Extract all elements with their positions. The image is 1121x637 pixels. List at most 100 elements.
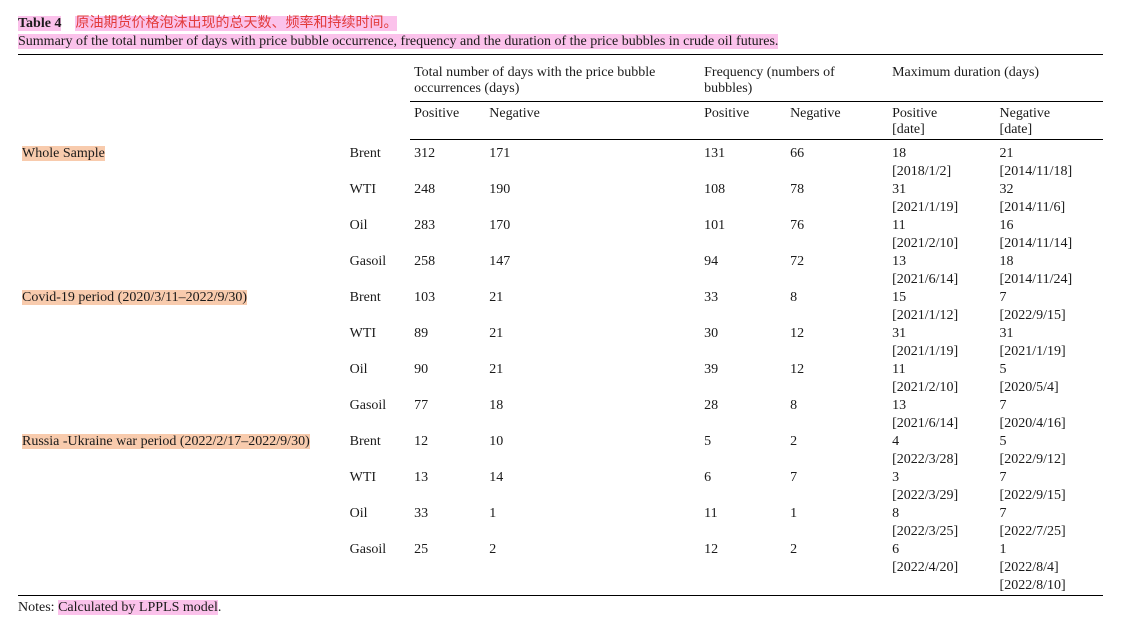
chinese-annotation: 原油期货价格泡沫出现的总天数、频率和持续时间。 [75, 16, 397, 31]
freq-neg: 2 [786, 433, 888, 451]
futures-name: Gasoil [346, 397, 410, 415]
max-neg-value: 16 [996, 217, 1103, 235]
freq-pos: 94 [700, 253, 786, 271]
futures-name: Oil [346, 505, 410, 523]
futures-name: Brent [346, 433, 410, 451]
max-neg-value: 5 [996, 433, 1103, 451]
freq-pos: 30 [700, 325, 786, 343]
max-pos-date: [2021/2/10] [888, 379, 995, 397]
chinese-annotation-text: 原油期货价格泡沫出现的总天数、频率和持续时间。 [75, 16, 397, 31]
max-neg-date: [2014/11/14] [996, 235, 1103, 253]
max-neg-date: [2014/11/6] [996, 199, 1103, 217]
group-label: Russia -Ukraine war period (2022/2/17–20… [18, 433, 346, 595]
days-neg: 1 [485, 505, 700, 523]
max-neg-value: 7 [996, 505, 1103, 523]
freq-neg: 76 [786, 217, 888, 235]
max-pos-value: 18 [888, 145, 995, 163]
days-neg: 21 [485, 289, 700, 307]
notes-text: Calculated by LPPLS model [58, 600, 218, 615]
max-neg-date-2: [2022/8/10] [996, 577, 1103, 595]
freq-neg: 8 [786, 397, 888, 415]
group-label: Whole Sample [18, 145, 346, 289]
freq-pos: 131 [700, 145, 786, 163]
days-neg: 14 [485, 469, 700, 487]
freq-pos: 33 [700, 289, 786, 307]
days-neg: 171 [485, 145, 700, 163]
freq-neg: 12 [786, 361, 888, 379]
max-neg-date: [2022/7/25] [996, 523, 1103, 541]
max-neg-date: [2014/11/18] [996, 163, 1103, 181]
group-label-text: Covid-19 period (2020/3/11–2022/9/30) [22, 290, 247, 305]
freq-pos: 28 [700, 397, 786, 415]
header-max-neg: Negative [date] [996, 101, 1103, 139]
freq-neg: 78 [786, 181, 888, 199]
days-pos: 13 [410, 469, 485, 487]
futures-name: Oil [346, 361, 410, 379]
freq-neg: 7 [786, 469, 888, 487]
max-pos-date: [2021/2/10] [888, 235, 995, 253]
days-pos: 89 [410, 325, 485, 343]
max-neg-value: 1 [996, 541, 1103, 559]
max-neg-value: 21 [996, 145, 1103, 163]
max-neg-value: 32 [996, 181, 1103, 199]
max-pos-date: [2022/3/25] [888, 523, 995, 541]
max-pos-date: [2018/1/2] [888, 163, 995, 181]
max-neg-date: [2022/9/15] [996, 307, 1103, 325]
max-neg-date: [2022/9/15] [996, 487, 1103, 505]
days-pos: 103 [410, 289, 485, 307]
table-caption: Summary of the total number of days with… [18, 34, 1103, 50]
futures-name: WTI [346, 469, 410, 487]
max-pos-value: 13 [888, 253, 995, 271]
notes-suffix: . [218, 600, 222, 615]
freq-neg: 2 [786, 541, 888, 559]
freq-pos: 6 [700, 469, 786, 487]
header-max-pos: Positive [date] [888, 101, 995, 139]
notes-prefix: Notes: [18, 600, 58, 615]
max-neg-value: 31 [996, 325, 1103, 343]
futures-name: Gasoil [346, 253, 410, 271]
max-pos-value: 8 [888, 505, 995, 523]
table-title-row: Table 4 原油期货价格泡沫出现的总天数、频率和持续时间。 [18, 12, 1103, 32]
max-neg-date: [2022/8/4] [996, 559, 1103, 577]
max-pos-date: [2022/3/29] [888, 487, 995, 505]
freq-pos: 39 [700, 361, 786, 379]
max-pos-date: [2021/1/19] [888, 343, 995, 361]
days-neg: 21 [485, 325, 700, 343]
freq-pos: 12 [700, 541, 786, 559]
freq-neg: 12 [786, 325, 888, 343]
max-pos-date: [2021/1/19] [888, 199, 995, 217]
freq-neg: 8 [786, 289, 888, 307]
max-neg-value: 7 [996, 289, 1103, 307]
table-label: Table 4 [18, 16, 61, 31]
freq-neg: 66 [786, 145, 888, 163]
max-pos-value: 11 [888, 217, 995, 235]
max-neg-value: 7 [996, 397, 1103, 415]
chinese-note-gap [65, 16, 72, 31]
group-label-text: Whole Sample [22, 146, 105, 161]
max-pos-date: [2021/6/14] [888, 415, 995, 433]
max-neg-value: 5 [996, 361, 1103, 379]
futures-name: Brent [346, 145, 410, 163]
days-pos: 77 [410, 397, 485, 415]
max-neg-value: 7 [996, 469, 1103, 487]
futures-name: WTI [346, 181, 410, 199]
days-pos: 248 [410, 181, 485, 199]
max-pos-value: 13 [888, 397, 995, 415]
days-pos: 33 [410, 505, 485, 523]
header-freq: Frequency (numbers of bubbles) [700, 61, 888, 102]
days-pos: 258 [410, 253, 485, 271]
table-row: Whole SampleBrent312171131661821 [18, 145, 1103, 163]
days-pos: 25 [410, 541, 485, 559]
caption-text: Summary of the total number of days with… [18, 34, 778, 49]
days-neg: 170 [485, 217, 700, 235]
freq-neg: 1 [786, 505, 888, 523]
max-pos-value: 15 [888, 289, 995, 307]
group-label-text: Russia -Ukraine war period (2022/2/17–20… [22, 434, 310, 449]
days-neg: 190 [485, 181, 700, 199]
header-days: Total number of days with the price bubb… [410, 61, 700, 102]
days-neg: 10 [485, 433, 700, 451]
table-row: Covid-19 period (2020/3/11–2022/9/30)Bre… [18, 289, 1103, 307]
max-neg-date: [2020/5/4] [996, 379, 1103, 397]
table-head: Total number of days with the price bubb… [18, 55, 1103, 146]
max-neg-date: [2020/4/16] [996, 415, 1103, 433]
